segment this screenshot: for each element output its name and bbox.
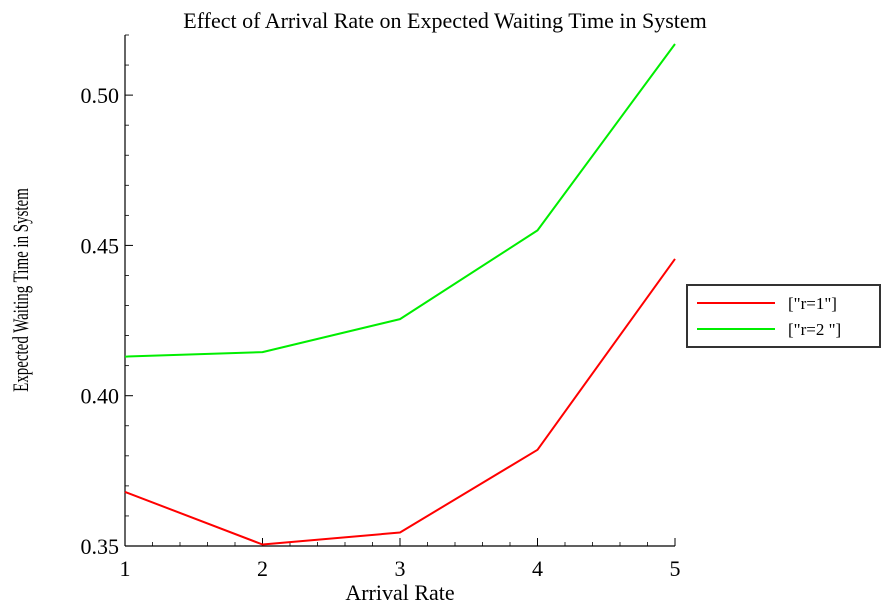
y-tick-label: 0.35 xyxy=(81,534,120,559)
axes xyxy=(124,35,675,547)
legend: ["r=1"] ["r=2 "] xyxy=(686,284,881,348)
legend-box xyxy=(686,284,881,348)
legend-label-r2: ["r=2 "] xyxy=(788,320,841,339)
y-tick-label: 0.40 xyxy=(81,384,120,409)
y-axis-label: Expected Waiting Time in System xyxy=(9,188,34,392)
x-tick-label: 1 xyxy=(120,556,131,581)
x-tick-label: 2 xyxy=(257,556,268,581)
y-tick-label: 0.50 xyxy=(81,83,120,108)
x-axis-label: Arrival Rate xyxy=(345,580,454,605)
series-line-2 xyxy=(124,43,676,358)
series-layer xyxy=(124,43,676,546)
x-tick-label: 3 xyxy=(395,556,406,581)
y-tick-label: 0.45 xyxy=(81,233,120,258)
chart-title: Effect of Arrival Rate on Expected Waiti… xyxy=(183,8,707,33)
series-line-1 xyxy=(124,258,676,546)
x-tick-label: 5 xyxy=(670,556,681,581)
ticks: 1 2 3 4 5 0.35 0.40 0.45 0.50 xyxy=(81,34,681,581)
x-tick-label: 4 xyxy=(532,556,543,581)
legend-label-r1: ["r=1"] xyxy=(788,294,837,313)
